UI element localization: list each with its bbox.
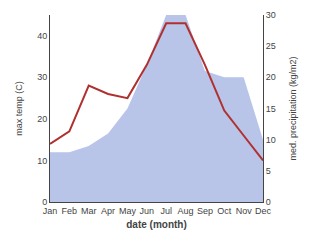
svg-text:Nov: Nov: [236, 206, 253, 216]
svg-text:date (month): date (month): [126, 219, 187, 230]
svg-text:max temp (C): max temp (C): [14, 81, 24, 136]
svg-text:10: 10: [37, 156, 47, 166]
svg-text:Feb: Feb: [62, 206, 78, 216]
svg-text:Jun: Jun: [140, 206, 155, 216]
svg-text:30: 30: [266, 10, 276, 20]
svg-text:30: 30: [37, 72, 47, 82]
svg-text:20: 20: [37, 114, 47, 124]
svg-text:Jan: Jan: [43, 206, 58, 216]
svg-text:Sep: Sep: [197, 206, 213, 216]
svg-text:Dec: Dec: [255, 206, 272, 216]
svg-text:0: 0: [266, 197, 271, 207]
svg-text:Oct: Oct: [217, 206, 232, 216]
svg-text:May: May: [119, 206, 137, 216]
svg-text:Mar: Mar: [81, 206, 97, 216]
svg-text:Aug: Aug: [178, 206, 194, 216]
svg-text:20: 20: [266, 72, 276, 82]
svg-text:15: 15: [266, 104, 276, 114]
svg-text:0: 0: [42, 197, 47, 207]
svg-text:10: 10: [266, 135, 276, 145]
svg-text:5: 5: [266, 166, 271, 176]
svg-text:Jul: Jul: [160, 206, 172, 216]
svg-text:Apr: Apr: [101, 206, 115, 216]
svg-text:40: 40: [37, 31, 47, 41]
svg-text:25: 25: [266, 41, 276, 51]
svg-text:med. precipitation (kg/m2): med. precipitation (kg/m2): [288, 56, 298, 160]
